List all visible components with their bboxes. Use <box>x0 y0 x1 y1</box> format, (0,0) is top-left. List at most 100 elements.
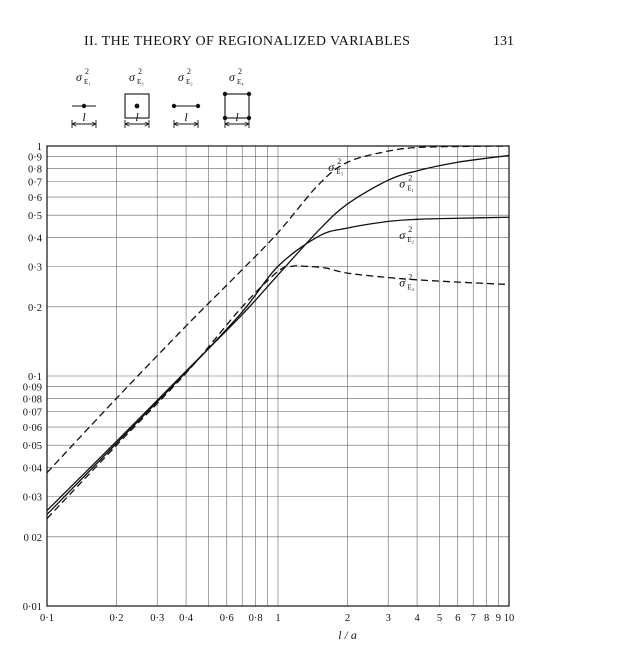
x-tick-label: 0·3 <box>150 613 164 624</box>
curves <box>46 145 510 519</box>
subscript: E₂ <box>186 78 193 86</box>
sigma-symbol: σ <box>76 70 83 84</box>
y-tick-label: 0·6 <box>28 193 42 204</box>
x-tick-label: 3 <box>386 613 391 624</box>
y-tick-label: 0·01 <box>23 602 42 613</box>
point-marker <box>222 115 228 121</box>
curve-label: σ 2 E₄ <box>399 272 414 291</box>
x-tick-label: 9 <box>496 613 501 624</box>
y-tick-label: 1 <box>37 142 42 153</box>
page-header: II. THE THEORY OF REGIONALIZED VARIABLES… <box>84 34 514 54</box>
x-tick-labels: 0·1 0·2 0·3 0·4 0·6 0·8 1 2 3 4 5 6 7 8 9 10 <box>40 613 514 624</box>
x-axis-label: l / a <box>338 628 357 642</box>
y-tick-label: 0·2 <box>28 303 42 314</box>
schematic-label: σ 2 E₃ <box>129 67 144 86</box>
subscript: E₃ <box>137 78 144 86</box>
curve-e3 <box>46 145 510 474</box>
schematic-4: σ 2 E₄ l <box>222 67 252 128</box>
y-tick-label: 0·1 <box>28 372 42 383</box>
superscript: 2 <box>408 272 412 281</box>
schematic-label: σ 2 E₂ <box>178 67 193 86</box>
plot-frame <box>46 145 510 607</box>
curve-label: σ 2 E₃ <box>328 157 343 176</box>
x-tick-label: 0·6 <box>220 613 234 624</box>
curve-e4 <box>46 265 510 519</box>
length-label: l <box>135 110 139 124</box>
subscript: E₂ <box>407 236 414 244</box>
curve-label: σ 2 E₁ <box>399 174 414 193</box>
y-tick-label: 0·8 <box>28 164 42 175</box>
sigma-symbol: σ <box>328 160 335 174</box>
x-tick-label: 5 <box>437 613 442 624</box>
x-tick-label: 7 <box>471 613 476 624</box>
grid-lines <box>46 145 510 607</box>
schematic-2: σ 2 E₃ l <box>124 67 150 128</box>
curve-label: σ 2 E₂ <box>399 225 414 244</box>
x-tick-label: 4 <box>414 613 420 624</box>
y-tick-label: 0·03 <box>23 492 42 503</box>
subscript: E₁ <box>407 185 414 193</box>
y-tick-label: 0·5 <box>28 211 42 222</box>
x-tick-label: 0·2 <box>110 613 124 624</box>
point-marker <box>171 103 177 109</box>
superscript: 2 <box>187 67 191 76</box>
y-tick-label: 0·06 <box>23 423 42 434</box>
sigma-symbol: σ <box>399 275 406 289</box>
superscript: 2 <box>337 157 341 166</box>
superscript: 2 <box>85 67 89 76</box>
x-tick-label: 0·1 <box>40 613 54 624</box>
x-tick-label: 0·4 <box>179 613 194 624</box>
point-marker <box>246 115 252 121</box>
superscript: 2 <box>408 174 412 183</box>
y-tick-label: 0·7 <box>28 178 42 189</box>
y-tick-label: 0·09 <box>23 383 42 394</box>
sigma-symbol: σ <box>229 70 236 84</box>
y-tick-label: 0·07 <box>23 408 42 419</box>
length-label: l <box>184 110 188 124</box>
sigma-symbol: σ <box>399 177 406 191</box>
y-tick-label: 0 02 <box>24 533 42 544</box>
curve-e1 <box>46 154 510 512</box>
sigma-symbol: σ <box>129 70 136 84</box>
schematic-label: σ 2 E₁ <box>76 67 91 86</box>
x-tick-label: 2 <box>345 613 350 624</box>
point-marker <box>81 103 87 109</box>
point-marker <box>195 103 201 109</box>
x-tick-label: 10 <box>504 613 515 624</box>
point-marker <box>222 91 228 97</box>
length-label: l <box>82 110 86 124</box>
x-tick-label: 6 <box>455 613 460 624</box>
y-tick-label: 0·9 <box>28 153 42 164</box>
superscript: 2 <box>408 225 412 234</box>
running-head: II. THE THEORY OF REGIONALIZED VARIABLES <box>84 34 411 49</box>
square-outline <box>124 93 150 119</box>
schematic-label: σ 2 E₄ <box>229 67 244 86</box>
y-tick-label: 0·08 <box>23 394 42 405</box>
y-tick-label: 0·04 <box>23 464 43 475</box>
curve-e2 <box>46 216 510 515</box>
subscript: E₄ <box>237 78 244 86</box>
square-outline <box>224 93 250 119</box>
x-tick-label: 8 <box>484 613 489 624</box>
point-marker <box>134 103 140 109</box>
length-label: l <box>235 110 239 124</box>
schematic-3: σ 2 E₂ l <box>171 67 201 128</box>
subscript: E₄ <box>407 283 414 291</box>
subscript: E₃ <box>336 168 343 176</box>
y-tick-label: 0·05 <box>23 441 42 452</box>
y-tick-label: 0·4 <box>28 234 43 245</box>
schematic-1: σ 2 E₁ l <box>71 67 97 128</box>
x-tick-label: 0·8 <box>249 613 263 624</box>
y-tick-labels: 0·01 0 02 0·03 0·04 0·05 0·06 0·07 0·080·090·1 0… <box>23 142 43 613</box>
superscript: 2 <box>138 67 142 76</box>
page-number: 131 <box>493 34 514 49</box>
y-tick-label: 0·3 <box>28 262 42 273</box>
sigma-symbol: σ <box>178 70 185 84</box>
x-tick-label: 1 <box>275 613 280 624</box>
superscript: 2 <box>238 67 242 76</box>
subscript: E₁ <box>84 78 91 86</box>
point-marker <box>246 91 252 97</box>
